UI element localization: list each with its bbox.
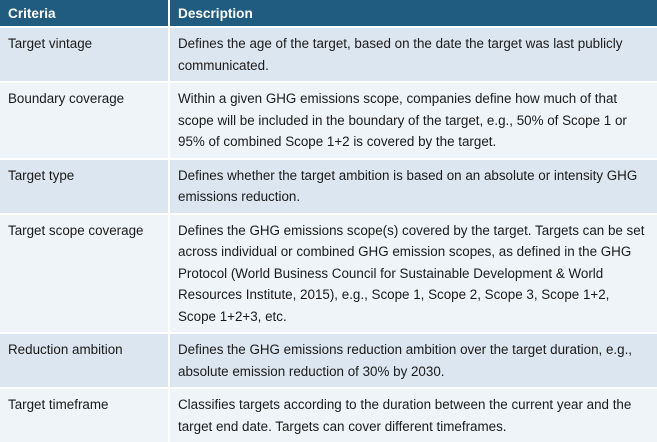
description-cell: Defines the GHG emissions reduction ambi… bbox=[169, 332, 657, 388]
description-cell: Defines the GHG emissions scope(s) cover… bbox=[169, 212, 657, 333]
criteria-cell: Target scope coverage bbox=[0, 212, 170, 333]
table-row: Target type Defines whether the target a… bbox=[0, 157, 657, 214]
table-header-row: Criteria Description bbox=[0, 0, 657, 27]
header-criteria: Criteria bbox=[0, 0, 170, 27]
table-row: Reduction ambition Defines the GHG emiss… bbox=[0, 332, 657, 388]
description-cell: Defines whether the target ambition is b… bbox=[169, 157, 657, 214]
description-cell: Classifies targets according to the dura… bbox=[169, 387, 657, 442]
criteria-cell: Target type bbox=[0, 157, 170, 214]
description-cell: Defines the age of the target, based on … bbox=[169, 26, 657, 82]
criteria-cell: Boundary coverage bbox=[0, 81, 170, 159]
criteria-cell: Reduction ambition bbox=[0, 332, 170, 388]
table-row: Target timeframe Classifies targets acco… bbox=[0, 387, 657, 442]
criteria-cell: Target timeframe bbox=[0, 387, 170, 442]
criteria-cell: Target vintage bbox=[0, 26, 170, 82]
header-description: Description bbox=[169, 0, 657, 27]
table-row: Boundary coverage Within a given GHG emi… bbox=[0, 81, 657, 159]
table-row: Target vintage Defines the age of the ta… bbox=[0, 26, 657, 82]
description-cell: Within a given GHG emissions scope, comp… bbox=[169, 81, 657, 159]
table-row: Target scope coverage Defines the GHG em… bbox=[0, 212, 657, 333]
